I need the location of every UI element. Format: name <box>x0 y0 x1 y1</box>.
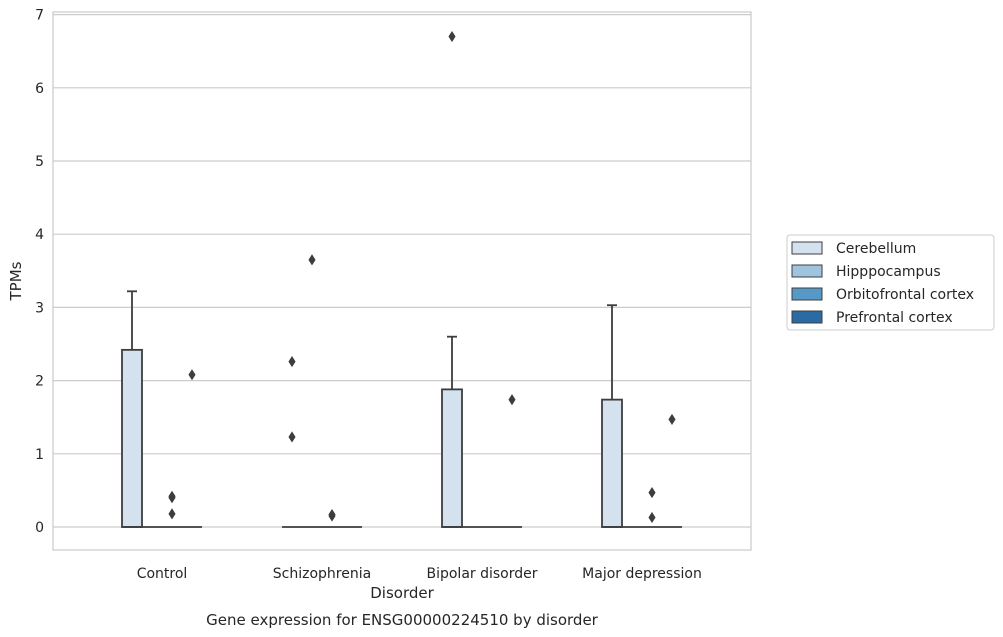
legend-swatch <box>791 264 823 278</box>
outlier-point <box>648 487 656 499</box>
y-tick-labels: 0 1 2 3 4 5 6 7 <box>35 8 44 536</box>
y-tick-label: 1 <box>35 447 44 463</box>
outlier-point <box>188 369 196 381</box>
plot-area <box>52 11 752 551</box>
outlier-point <box>448 31 456 43</box>
outlier-point <box>308 254 316 266</box>
y-tick-label: 2 <box>35 374 44 390</box>
x-tick-labels: Control Schizophrenia Bipolar disorder Majo… <box>137 566 702 582</box>
outlier-point <box>648 511 656 524</box>
grid-lines <box>53 14 751 528</box>
outlier-point <box>288 431 296 443</box>
legend-label: Cerebellum <box>836 241 916 257</box>
x-tick-label: Bipolar disorder <box>426 566 537 582</box>
legend-label: Hipppocampus <box>836 264 941 280</box>
legend: Cerebellum Hipppocampus Orbitofrontal cort… <box>786 234 995 331</box>
legend-frame <box>786 234 995 331</box>
legend-swatch <box>791 241 823 255</box>
legend-items: Cerebellum Hipppocampus Orbitofrontal cort… <box>791 241 974 326</box>
x-tick-label: Schizophrenia <box>273 566 371 582</box>
y-tick-label: 6 <box>35 81 44 97</box>
outlier-point <box>508 394 516 406</box>
legend-label: Prefrontal cortex <box>836 310 953 326</box>
chart-caption: Gene expression for ENSG00000224510 by d… <box>206 611 599 629</box>
box <box>441 388 463 528</box>
outlier-point <box>168 490 176 502</box>
x-tick-label: Control <box>137 566 188 582</box>
y-axis-label: TPMs <box>7 261 25 301</box>
y-tick-label: 7 <box>35 8 44 24</box>
box <box>601 398 623 528</box>
y-tick-label: 5 <box>35 154 44 170</box>
legend-label: Orbitofrontal cortex <box>836 287 974 303</box>
outlier-point <box>328 508 336 521</box>
outlier-point <box>288 356 296 368</box>
box <box>121 348 143 528</box>
y-tick-label: 3 <box>35 300 44 316</box>
x-axis-label: Disorder <box>370 584 434 602</box>
box-plots <box>121 290 682 528</box>
outlier-point <box>168 508 176 520</box>
y-tick-label: 4 <box>35 227 44 243</box>
legend-swatch <box>791 310 823 324</box>
legend-swatch <box>791 287 823 301</box>
x-tick-label: Major depression <box>582 566 702 582</box>
y-tick-label: 0 <box>35 520 44 536</box>
outlier-points <box>168 31 676 524</box>
outlier-point <box>668 413 676 425</box>
